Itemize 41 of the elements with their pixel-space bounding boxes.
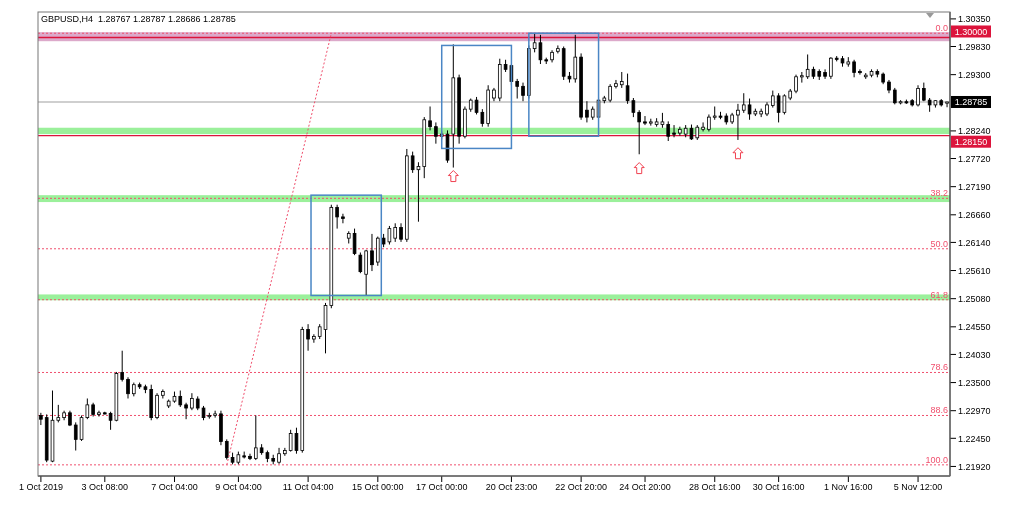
annotation: 0.0	[935, 23, 948, 34]
y-tick-label: 1.22450	[958, 433, 991, 444]
x-tick-label: 28 Oct 16:00	[688, 482, 741, 493]
ref-line-label: 1.28150	[954, 137, 988, 148]
x-tick-label: 3 Oct 08:00	[81, 482, 129, 493]
chart-title: GBPUSD,H4 1.28767 1.28787 1.28686 1.28785	[41, 14, 236, 24]
y-tick-label: 1.21920	[958, 461, 991, 472]
y-tick-label: 1.22970	[958, 405, 991, 416]
x-tick-label: 20 Oct 23:00	[485, 482, 538, 493]
annotation: 100.0	[925, 454, 948, 465]
x-tick-label: 24 Oct 20:00	[619, 482, 671, 493]
x-tick-label: 9 Oct 04:00	[215, 482, 262, 493]
x-tick-label: 22 Oct 20:00	[555, 482, 607, 493]
y-tick-label: 1.30350	[958, 14, 991, 25]
x-tick-label: 5 Nov 12:00	[893, 482, 943, 493]
y-tick-label: 1.23500	[958, 377, 991, 388]
y-tick-label: 1.25610	[958, 265, 991, 276]
annotation: 88.6	[930, 405, 948, 416]
x-tick-label: 1 Oct 2019	[18, 482, 63, 493]
x-tick-label: 11 Oct 04:00	[282, 482, 334, 493]
y-tick-label: 1.27720	[958, 153, 991, 164]
annotation: 50.0	[930, 238, 948, 249]
x-tick-label: 30 Oct 16:00	[752, 482, 805, 493]
y-tick-label: 1.24030	[958, 349, 991, 360]
x-tick-label: 1 Nov 16:00	[824, 482, 873, 493]
y-tick-label: 1.29300	[958, 69, 991, 80]
y-tick-label: 1.26660	[958, 210, 991, 220]
x-tick-label: 17 Oct 00:00	[415, 482, 468, 493]
y-tick-label: 1.28240	[958, 126, 991, 137]
y-tick-label: 1.26140	[958, 237, 991, 248]
y-tick-label: 1.29830	[958, 41, 991, 52]
annotation: 38.2	[930, 188, 948, 199]
y-tick-label: 1.25080	[958, 293, 991, 304]
ref-line-label: 1.30000	[954, 26, 988, 37]
y-tick-label: 1.24550	[958, 322, 991, 333]
annotation: 61.8	[930, 289, 948, 300]
y-tick-label: 1.27190	[958, 181, 991, 192]
x-tick-label: 7 Oct 04:00	[151, 482, 198, 493]
x-tick-label: 15 Oct 00:00	[352, 482, 404, 493]
ref-line-label: 1.28785	[954, 97, 988, 108]
annotation: 78.6	[930, 362, 948, 373]
